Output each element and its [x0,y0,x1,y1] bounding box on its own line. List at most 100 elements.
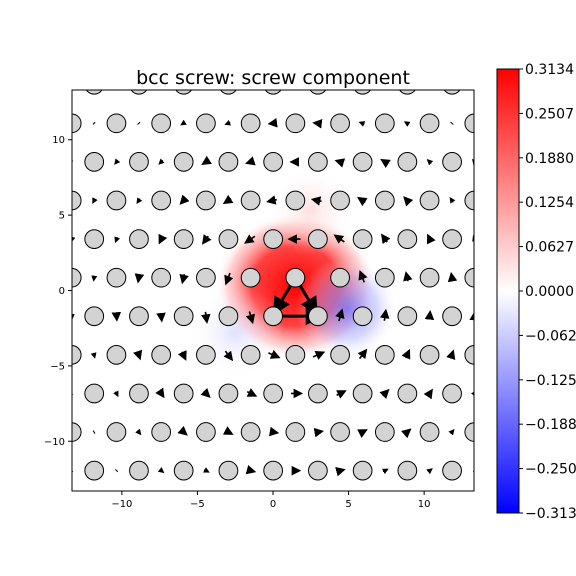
displacement-arrow [313,427,325,438]
atom [399,90,416,95]
atom [442,383,462,404]
displacement-arrow [27,392,28,395]
atom [173,229,194,249]
atom [330,190,350,211]
atom [106,113,127,134]
displacement-arrow [91,275,98,282]
displacement-arrow [134,273,145,284]
displacement-arrow [177,350,187,361]
atom [151,422,172,442]
atom [330,422,350,442]
atom [106,190,127,211]
field-peak [265,165,357,256]
field-peak [295,257,399,360]
atom-layer [72,90,474,481]
displacement-arrow [158,233,168,245]
displacement-arrow [423,388,433,400]
displacement-arrow [446,349,456,361]
atom [419,190,440,211]
atom [285,345,306,365]
field-peak [186,284,284,382]
atom [374,422,395,442]
atom [220,90,237,95]
displacement-arrow [428,84,431,86]
displacement-arrow [133,349,143,361]
atom [106,345,127,365]
atom [330,267,350,288]
displacement-arrow [379,388,390,400]
displacement-arrow [334,158,346,168]
atom [173,152,194,172]
displacement-arrow [182,46,185,47]
colorbar-tick-label: −0.1254 [525,373,576,389]
atom [464,345,474,365]
displacement-arrow [115,469,119,473]
displacement-arrow [312,351,326,360]
atom [374,267,395,288]
displacement-arrow [135,428,142,436]
displacement-arrow [92,121,96,125]
atom [72,267,82,288]
atom [330,113,350,134]
colorbar-tick-label: −0.2507 [525,462,576,478]
displacement-arrow [201,311,211,324]
atom [374,190,395,211]
atom [352,306,373,327]
x-tick-label: 10 [418,499,431,510]
atom [308,152,328,172]
atom [397,229,418,249]
atom [263,383,284,404]
x-tick-label: 0 [270,499,276,510]
displacement-arrow [114,236,121,244]
displacement-arrow [4,199,5,202]
displacement-arrow [266,195,277,205]
atom [84,460,105,481]
displacement-arrow [336,390,347,399]
displacement-arrow [26,470,27,472]
atom [196,190,216,211]
displacement-arrow [4,45,5,47]
displacement-arrow [356,196,368,207]
displacement-arrow [245,464,257,475]
x-tick-label: −10 [111,499,132,510]
displacement-arrow [403,196,414,207]
atom [309,90,327,95]
atom [218,152,239,172]
displacement-arrow [449,196,456,204]
y-tick-label: 5 [59,211,65,222]
displacement-arrow [179,194,190,205]
colorbar-tick-label: −0.1880 [525,417,576,433]
displacement-arrow [426,233,436,245]
displacement-arrow [48,508,50,510]
colorbar-tick-label: 0.1880 [525,151,574,167]
atom [240,345,261,365]
displacement-arrow [496,45,498,47]
atom [285,267,306,288]
atom [352,229,373,249]
atom [84,306,105,327]
colorbar-tick-label: 0.1254 [525,195,574,211]
atom [263,229,284,249]
atom [72,113,82,134]
atom [240,267,261,288]
displacement-arrow [136,197,143,205]
atom [374,113,395,134]
displacement-arrow [49,431,50,434]
colorbar-tick-label: 0.3134 [525,62,574,78]
displacement-arrow [203,467,210,473]
displacement-arrow [93,508,95,510]
displacement-arrow [182,508,185,510]
atom [72,422,82,442]
displacement-arrow [4,122,5,124]
atom [285,422,306,442]
displacement-arrow [179,273,189,285]
displacement-arrow [403,271,413,282]
atom [442,460,462,481]
displacement-arrow [157,467,165,474]
displacement-arrow [137,121,141,125]
atom [106,267,127,288]
displacement-arrow [224,272,234,286]
displacement-arrow [335,467,346,477]
atom [464,190,474,211]
